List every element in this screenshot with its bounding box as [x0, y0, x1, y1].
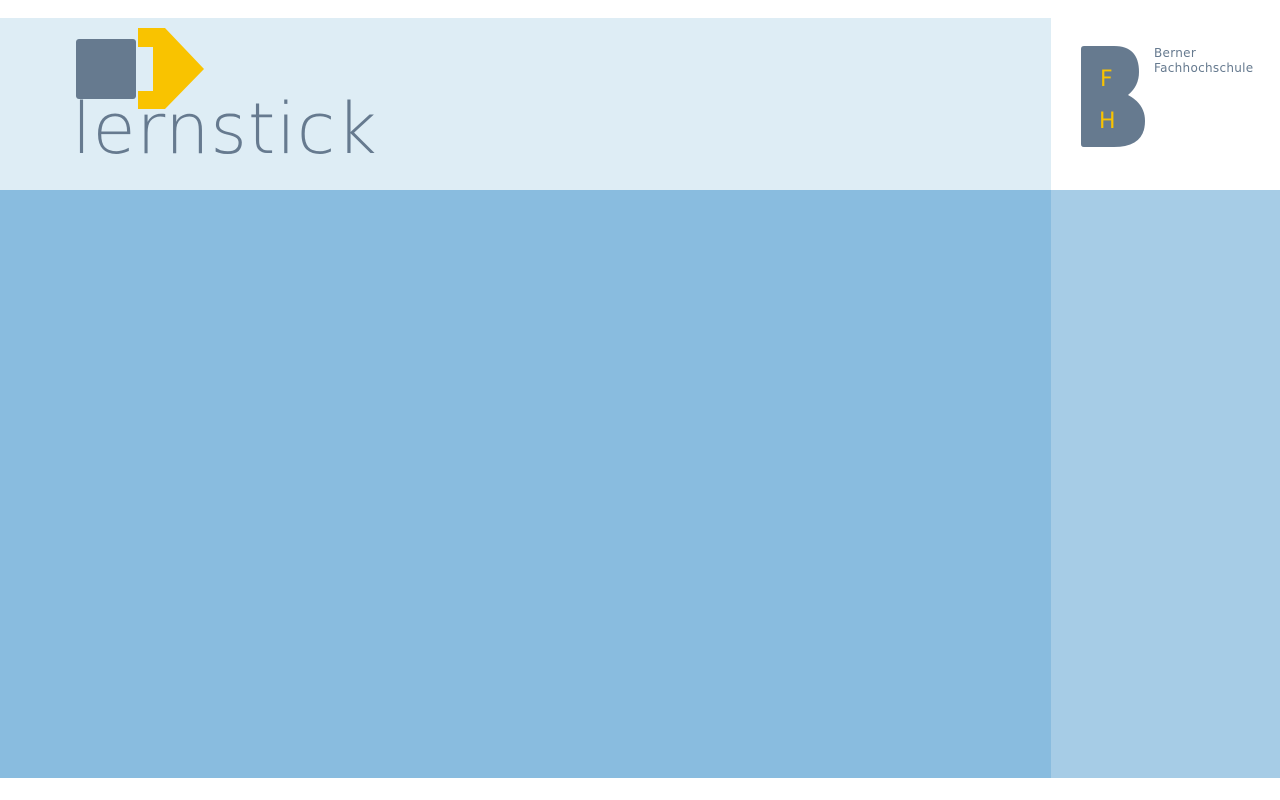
side-panel [1051, 190, 1280, 778]
bfh-logo: F H Berner Fachhochschule [1081, 46, 1261, 148]
main-panel [0, 190, 1051, 778]
lernstick-logo-icon [76, 28, 204, 109]
institution-line-1: Berner [1154, 46, 1197, 60]
institution-line-2: Fachhochschule [1154, 61, 1254, 75]
product-name: lernstick [72, 88, 378, 170]
bfh-letter-f: F [1100, 67, 1113, 92]
bfh-letter-h: H [1099, 109, 1116, 134]
bfh-logo-icon: F H [1081, 46, 1145, 147]
lernstick-logo: lernstick [72, 28, 406, 173]
institution-name: Berner Fachhochschule [1154, 46, 1254, 76]
